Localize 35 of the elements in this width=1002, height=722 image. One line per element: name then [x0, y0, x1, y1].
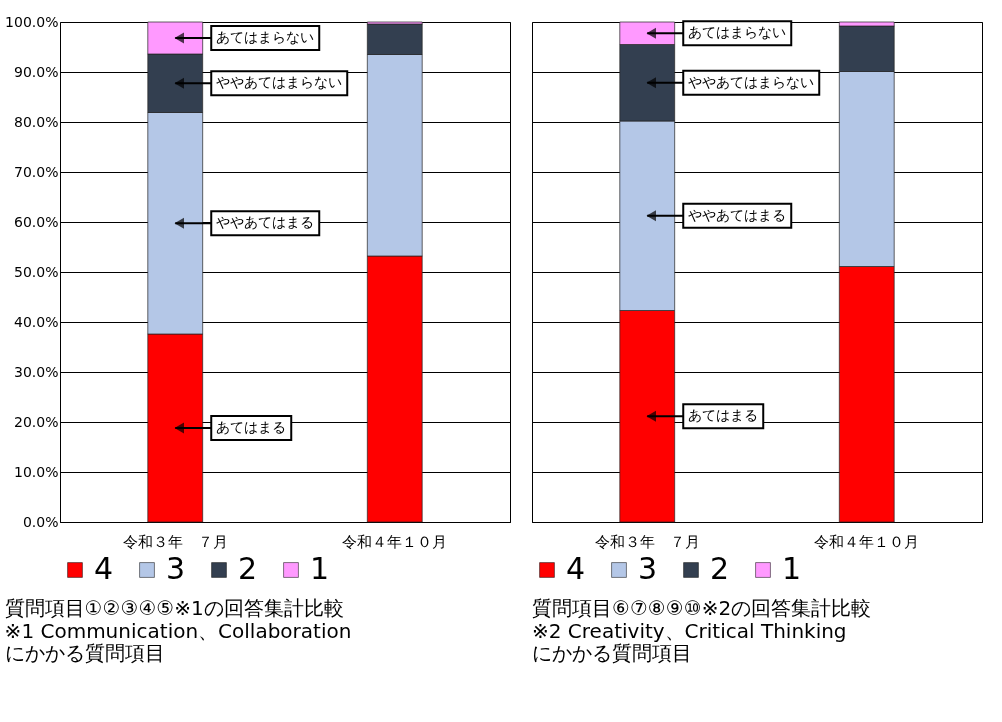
legend-label: 1	[782, 551, 802, 586]
text: ※1 Communication、Collaboration にかかる質問項目	[4, 619, 352, 665]
annotation: ややあてはまらない	[688, 73, 815, 90]
annotation: ややあてはまる	[216, 214, 315, 231]
x-tick-label: 令和４年１０月	[814, 532, 920, 551]
y-tick-label: 30.0%	[14, 363, 59, 380]
legend-label: 1	[310, 551, 330, 586]
legend-label: 2	[710, 551, 730, 586]
x-tick-label: 令和３年 ７月	[122, 532, 228, 551]
x-tick-label: 令和３年 ７月	[594, 532, 700, 551]
legend-label: 3	[638, 551, 658, 586]
legend-label: 2	[238, 551, 258, 586]
annotation: あてはまらない	[688, 24, 787, 41]
legend-label: 4	[566, 551, 586, 586]
y-tick-label: 80.0%	[14, 113, 59, 130]
y-tick-label: 100.0%	[5, 13, 59, 30]
text: 質問項目⑥⑦⑧⑨⑩※2の回答集計比較	[532, 596, 872, 620]
y-tick-label: 10.0%	[14, 463, 59, 480]
y-tick-label: 90.0%	[14, 63, 59, 80]
annotation: ややあてはまらない	[216, 74, 343, 91]
y-tick-label: 20.0%	[14, 413, 59, 430]
y-tick-label: 0.0%	[22, 513, 59, 530]
text: ※2 Creativity、Critical Thinking にかかる質問項目	[532, 619, 847, 665]
legend-label: 3	[166, 551, 186, 586]
annotation: あてはまる	[688, 407, 759, 424]
y-tick-label: 60.0%	[14, 213, 59, 230]
annotation: ややあてはまる	[688, 206, 787, 223]
y-tick-label: 70.0%	[14, 163, 59, 180]
text: 質問項目①②③④⑤※1の回答集計比較	[4, 596, 344, 620]
y-tick-label: 40.0%	[14, 313, 59, 330]
annotation: あてはまる	[216, 419, 287, 435]
legend-label: 4	[94, 551, 114, 586]
x-tick-label: 令和４年１０月	[342, 532, 448, 551]
y-tick-label: 50.0%	[14, 263, 59, 280]
annotation: あてはまらない	[216, 29, 315, 45]
